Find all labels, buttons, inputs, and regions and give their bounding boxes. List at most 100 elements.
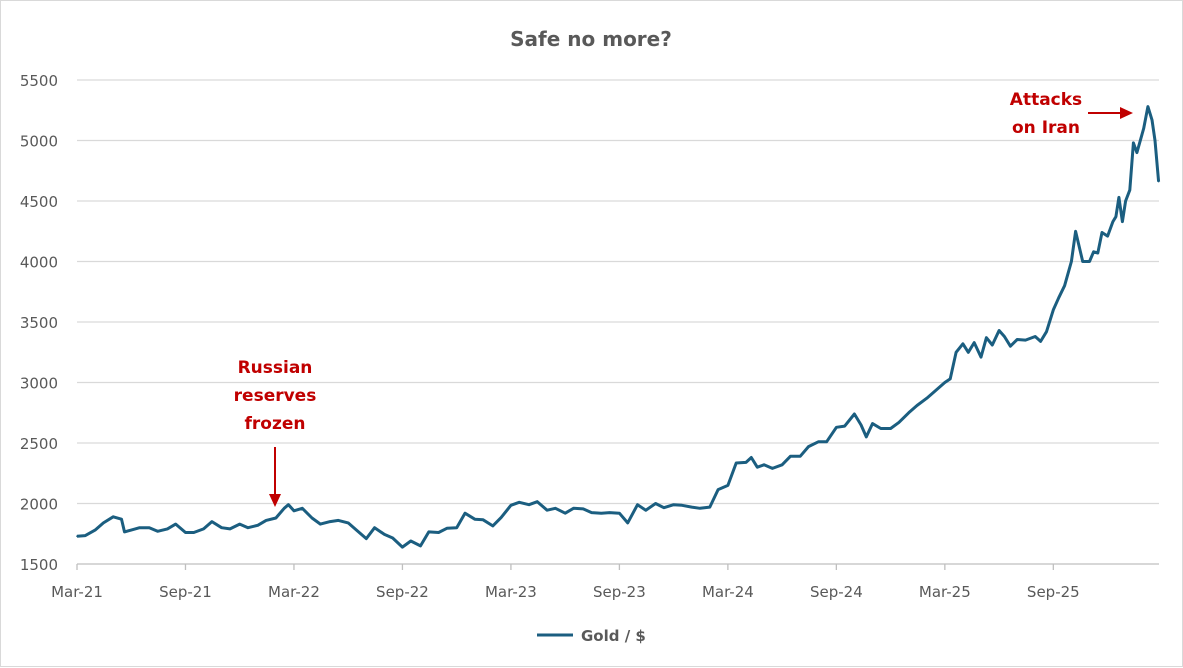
data-point — [554, 507, 557, 510]
data-point — [1045, 330, 1048, 333]
data-point — [980, 356, 982, 358]
data-point — [636, 503, 639, 506]
data-point — [745, 461, 747, 464]
data-point — [355, 529, 358, 531]
data-point — [672, 503, 675, 506]
data-point — [944, 381, 946, 384]
data-point — [590, 511, 593, 514]
data-point — [1024, 339, 1027, 341]
data-point — [329, 520, 331, 523]
data-point — [934, 390, 936, 392]
data-point — [401, 546, 404, 548]
data-point — [1106, 235, 1109, 237]
data-point — [582, 508, 584, 510]
data-point — [410, 540, 412, 542]
x-tick-label: Mar-25 — [919, 583, 971, 601]
data-point — [763, 464, 765, 466]
data-point — [391, 537, 394, 539]
data-point — [536, 500, 539, 503]
data-point — [319, 523, 322, 525]
data-point — [1052, 309, 1055, 311]
data-point — [1016, 338, 1018, 341]
data-point — [275, 517, 277, 519]
data-point — [907, 412, 910, 414]
data-point — [727, 484, 729, 487]
x-tick-label: Sep-22 — [376, 583, 429, 601]
data-point — [76, 535, 78, 537]
data-point — [889, 427, 892, 430]
y-tick-label: 4000 — [20, 254, 58, 272]
data-point — [166, 528, 169, 530]
data-point — [546, 509, 548, 512]
series-gold — [76, 105, 1161, 549]
data-point — [564, 512, 566, 514]
y-axis: 1500 2000 2500 3000 3500 4000 4500 5000 5500 — [20, 72, 58, 574]
data-point — [112, 516, 114, 518]
data-point — [1088, 260, 1091, 263]
data-point — [843, 425, 846, 427]
data-point — [138, 526, 141, 529]
arrow-head-icon — [1120, 107, 1133, 119]
data-point — [1136, 151, 1138, 154]
data-point — [807, 445, 810, 448]
data-point — [247, 526, 249, 529]
data-point — [991, 344, 994, 346]
data-point — [962, 343, 964, 345]
data-point — [383, 533, 386, 536]
data-point — [735, 462, 737, 464]
x-tick-label: Sep-24 — [810, 583, 863, 601]
data-point — [1039, 340, 1042, 343]
data-point — [301, 507, 304, 510]
data-point — [955, 351, 957, 354]
data-point — [1003, 335, 1006, 338]
data-point — [1124, 200, 1127, 202]
data-point — [437, 531, 440, 534]
annotation-text-line: Russian — [238, 358, 313, 378]
data-point — [365, 537, 368, 540]
data-point — [193, 531, 195, 534]
data-point — [998, 329, 1000, 332]
data-point — [817, 441, 820, 443]
data-point — [771, 467, 774, 470]
data-point — [130, 529, 132, 531]
data-point — [1092, 251, 1095, 253]
data-point — [500, 516, 503, 519]
y-tick-label: 2000 — [20, 496, 58, 514]
data-point — [229, 528, 231, 530]
data-point — [311, 517, 313, 519]
data-point — [1097, 252, 1099, 254]
chart-title: Safe no more? — [510, 27, 672, 51]
data-point — [518, 501, 520, 504]
data-point — [148, 526, 151, 529]
arrow-head-icon — [269, 494, 281, 507]
data-point — [1115, 215, 1117, 218]
y-tick-label: 5000 — [20, 133, 58, 151]
y-tick-label: 5500 — [20, 72, 58, 90]
data-point — [156, 530, 159, 533]
data-point — [860, 424, 862, 426]
annotation-text-line: Attacks — [1010, 90, 1082, 110]
data-point — [84, 534, 87, 537]
data-point — [337, 519, 340, 522]
data-point — [1132, 142, 1135, 144]
data-point — [681, 504, 683, 507]
y-tick-label: 3000 — [20, 375, 58, 393]
data-point — [455, 526, 458, 529]
data-point — [608, 511, 611, 514]
data-point — [654, 502, 657, 505]
data-point — [120, 518, 123, 520]
data-point — [1151, 119, 1153, 121]
data-point — [1121, 220, 1124, 223]
data-point — [283, 507, 286, 510]
data-point — [973, 341, 975, 344]
series-line — [76, 105, 1161, 549]
data-point — [293, 510, 295, 512]
data-point — [853, 413, 856, 415]
gridlines — [77, 79, 1159, 565]
data-point — [446, 527, 448, 530]
data-point — [699, 507, 701, 510]
data-point — [492, 525, 494, 527]
x-tick-label: Mar-22 — [268, 583, 320, 601]
data-point — [717, 488, 719, 491]
